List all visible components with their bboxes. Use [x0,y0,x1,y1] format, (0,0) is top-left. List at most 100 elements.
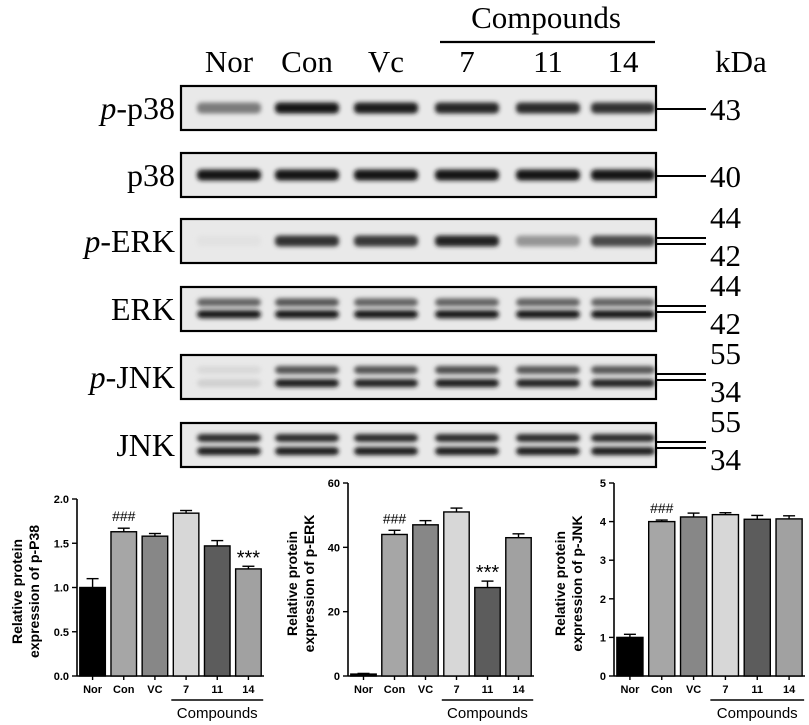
x-tick-label: 11 [482,684,494,696]
blot-band [197,169,261,181]
y-tick-label: 0 [334,671,340,683]
blot-band [197,298,261,307]
y-tick-label: 0.0 [54,671,69,683]
blot-band [591,447,655,456]
marker-label: 43 [710,92,741,127]
blot-band [197,310,261,319]
blot-band [275,365,339,374]
significance-hashes: ### [650,500,674,516]
lane-label-vc: Vc [368,44,404,79]
bar-nor [350,673,377,677]
y-tick-label: 0 [600,671,606,683]
x-tick-label: Nor [83,684,103,696]
bar-7 [172,512,200,677]
y-axis-label-line1: Relative protein [552,531,568,636]
x-tick-label: 7 [453,684,459,696]
x-tick-label: Nor [354,684,374,696]
bar-nor [79,586,107,677]
blot-band [275,433,339,442]
x-tick-label: 14 [512,684,525,696]
bar-vc [141,535,169,677]
y-axis-label-line1: Relative protein [284,531,300,636]
bar-con [381,533,408,677]
blot-band [354,310,418,319]
compounds-group-label: Compounds [717,705,798,722]
x-tick-label: Con [384,684,406,696]
blot-row-label: JNK [116,427,175,463]
significance-stars: *** [237,547,261,569]
bar-11 [743,518,772,677]
blot-row-label: p-JNK [88,359,175,395]
blot-band [275,379,339,388]
lane-label-nor: Nor [205,44,254,79]
blot-band [516,298,580,307]
chart-jnk: 0 1 2 3 4 5 Nor Con VC 7 11 14 ### Compounds Relative … [552,478,805,722]
y-tick-label: 5 [600,478,606,490]
blot-row-label-prefix: p [82,223,100,259]
blot-row-label: p-ERK [82,223,175,259]
y-tick-label: 2 [600,594,606,606]
blot-row-label-prefix: p [88,359,106,395]
x-tick-label: 14 [783,684,796,696]
marker-label: 40 [710,159,741,194]
blot-band [516,169,580,181]
bar-con [647,520,676,677]
blot-membrane [181,355,656,399]
y-axis-label: Relative proteinexpression of p-JNK [552,515,585,651]
bar-7 [443,511,470,677]
bar-vc [412,524,439,677]
blot-row-p38: p38 40 [127,151,741,199]
blot-membrane [181,287,656,331]
blot-row-p-p38: p-p38 43 [98,84,741,132]
blot-band [516,102,580,114]
y-tick-label: 0.5 [54,627,69,639]
blot-band [275,447,339,456]
marker-label-upper: 55 [710,336,741,371]
blot-band [516,433,580,442]
significance-stars: *** [476,562,500,584]
blot-band [354,447,418,456]
x-tick-label: Con [651,684,673,696]
marker-label-upper: 55 [710,404,741,439]
x-tick-label: VC [686,684,701,696]
blot-band [591,235,655,247]
blot-band [275,298,339,307]
blot-band [354,433,418,442]
blot-band [435,235,499,247]
y-tick-label: 20 [328,607,340,619]
blot-band [591,102,655,114]
bar-11 [474,586,501,677]
blot-band [275,169,339,181]
blot-row-label: ERK [111,291,175,327]
blot-membrane [181,423,656,467]
blot-band [516,379,580,388]
compounds-group-label: Compounds [447,705,528,722]
compounds-group-label: Compounds [177,705,258,722]
blot-band [197,379,261,388]
x-tick-label: 14 [242,684,255,696]
blot-band [591,310,655,319]
marker-label-upper: 44 [710,268,742,303]
lane-label-7: 7 [459,44,475,79]
bar-7 [711,513,740,677]
blot-row-label: p38 [127,157,175,193]
blot-band [435,379,499,388]
x-tick-label: 7 [183,684,189,696]
blot-header: Compounds Nor Con Vc 7 11 14 kDa [205,0,767,79]
blot-band [435,102,499,114]
blot-frame [179,421,658,469]
blot-band [516,447,580,456]
bar-nor [616,636,644,677]
chart-p38: 0.0 0.5 1.0 1.5 2.0 Nor Con VC 7 11 14 ### *** Compou… [9,494,264,722]
blot-band [435,447,499,456]
blot-row-label-text: ERK [111,291,175,327]
bar-14 [505,536,532,677]
marker-label-lower: 42 [710,306,741,341]
bar-vc [679,516,708,677]
blot-row-label-text: -JNK [106,359,175,395]
